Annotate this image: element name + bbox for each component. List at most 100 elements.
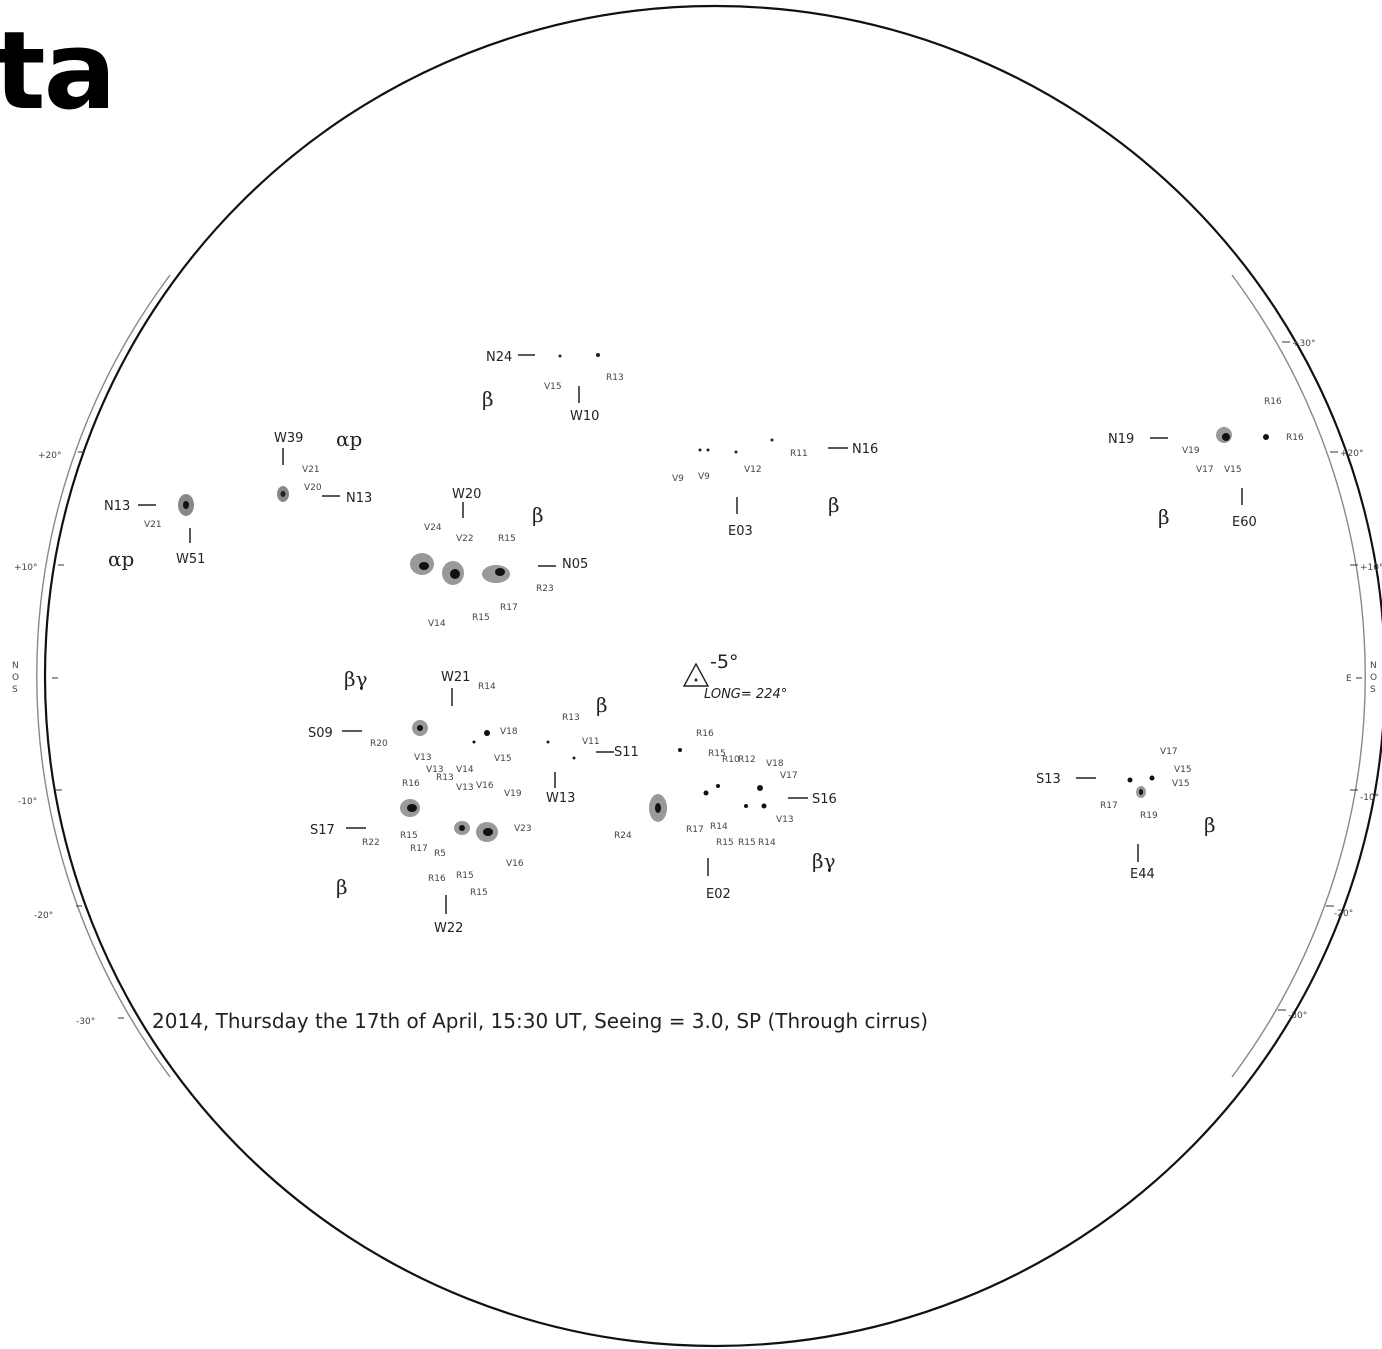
- scale-right-east: E: [1346, 674, 1352, 684]
- spot-label: R19: [1140, 811, 1158, 821]
- spot-label: R17: [686, 825, 704, 835]
- spot-label: V23: [514, 824, 532, 834]
- group-position: S16: [812, 792, 837, 807]
- page-heading: ta: [0, 9, 117, 134]
- spot-label: R17: [500, 603, 518, 613]
- spot-label: R15: [400, 831, 418, 841]
- group-position: S09: [308, 726, 333, 741]
- spot-label: R24: [614, 831, 632, 841]
- spot-label: R13: [436, 773, 454, 783]
- group-longitude: W21: [441, 670, 470, 685]
- group-longitude: W20: [452, 487, 481, 502]
- group-longitude: W22: [434, 921, 463, 936]
- spot-label: V15: [544, 382, 562, 392]
- scale-left-tick: +10°: [14, 563, 38, 573]
- scale-right-tick: +30°: [1292, 339, 1316, 349]
- spot-label: R17: [410, 844, 428, 854]
- spot-label: V9: [672, 474, 684, 484]
- observation-caption: 2014, Thursday the 17th of April, 15:30 …: [152, 1009, 928, 1033]
- spot-label: R22: [362, 838, 380, 848]
- scale-right-tick: +20°: [1340, 449, 1364, 459]
- spot-label: V17: [780, 771, 798, 781]
- spot-label: V12: [744, 465, 762, 475]
- scale-left-letter: S: [12, 685, 18, 695]
- spot-label: R16: [428, 874, 446, 884]
- spot-label: V9: [698, 472, 710, 482]
- scale-right-letter: N: [1370, 661, 1377, 671]
- spot-label: V15: [1224, 465, 1242, 475]
- group-position: N19: [1108, 432, 1134, 447]
- scale-right-tick: -10°: [1360, 793, 1379, 803]
- spot-label: R20: [370, 739, 388, 749]
- group-class: βγ: [344, 667, 368, 691]
- limb-arc-right: [1231, 274, 1366, 1078]
- spot-label: V17: [1196, 465, 1214, 475]
- group-longitude: W13: [546, 791, 575, 806]
- scale-right-letter: O: [1370, 673, 1377, 683]
- b0-label: -5°: [710, 651, 738, 673]
- scale-right-tick: +10°: [1360, 563, 1382, 573]
- group-class: β: [532, 503, 544, 527]
- spot-label: R16: [696, 729, 714, 739]
- group-longitude: E44: [1130, 867, 1155, 882]
- group-position: S17: [310, 823, 335, 838]
- group-class: αp: [108, 547, 134, 571]
- group-markers: [138, 354, 1243, 914]
- group-longitude: W10: [570, 409, 599, 424]
- group-position: S11: [614, 745, 639, 760]
- spot-label: V15: [494, 754, 512, 764]
- spot-label: V14: [428, 619, 446, 629]
- spot-label: V13: [426, 765, 444, 775]
- group-position: N05: [562, 557, 588, 572]
- spot-label: R15: [498, 534, 516, 544]
- scale-right-tick: -20°: [1334, 909, 1353, 919]
- group-position: S13: [1036, 772, 1061, 787]
- scale-left-letter: O: [12, 673, 19, 683]
- scale-right-letter: S: [1370, 685, 1376, 695]
- spot-label: V20: [304, 483, 322, 493]
- group-longitude: E60: [1232, 515, 1257, 530]
- spot-label: R16: [402, 779, 420, 789]
- spot-label: R16: [1264, 397, 1282, 407]
- spot-label: R15: [708, 749, 726, 759]
- spot-label: R14: [478, 682, 496, 692]
- group-longitude: W39: [274, 431, 303, 446]
- spot-label: V22: [456, 534, 474, 544]
- scale-left-tick: +20°: [38, 451, 62, 461]
- scale-left: +20° +10° N O S -10° -20° -30°: [12, 451, 124, 1027]
- spot-label: R11: [790, 449, 808, 459]
- spot-label: R17: [1100, 801, 1118, 811]
- spot-label: R15: [738, 838, 756, 848]
- group-class: β: [1204, 813, 1216, 837]
- spot-label: V17: [1160, 747, 1178, 757]
- group-longitude: E03: [728, 524, 753, 539]
- group-class: βγ: [812, 849, 836, 873]
- spot-label: V13: [456, 783, 474, 793]
- spot-label: V13: [414, 753, 432, 763]
- scale-left-letter: N: [12, 661, 19, 671]
- spot-label: R15: [472, 613, 490, 623]
- scale-right-tick: -30°: [1288, 1011, 1307, 1021]
- spot-label: V11: [582, 737, 600, 747]
- spot-label: R13: [562, 713, 580, 723]
- spot-label: V24: [424, 523, 442, 533]
- group-longitude: W51: [176, 552, 205, 567]
- spot-label: V18: [500, 727, 518, 737]
- group-class: αp: [336, 427, 362, 451]
- triangle-icon: [682, 662, 710, 687]
- group-class: β: [336, 875, 348, 899]
- spot-label: V15: [1172, 779, 1190, 789]
- spot-label: V21: [144, 520, 162, 530]
- spot-label: R13: [606, 373, 624, 383]
- group-position: N13: [346, 491, 372, 506]
- spot-label: R15: [456, 871, 474, 881]
- scale-left-tick: -30°: [76, 1017, 95, 1027]
- spot-label: R5: [434, 849, 446, 859]
- group-position: N16: [852, 442, 878, 457]
- spot-label: R15: [716, 838, 734, 848]
- longitude-label: LONG= 224°: [704, 687, 787, 702]
- group-class: β: [596, 693, 608, 717]
- group-position: N24: [486, 350, 512, 365]
